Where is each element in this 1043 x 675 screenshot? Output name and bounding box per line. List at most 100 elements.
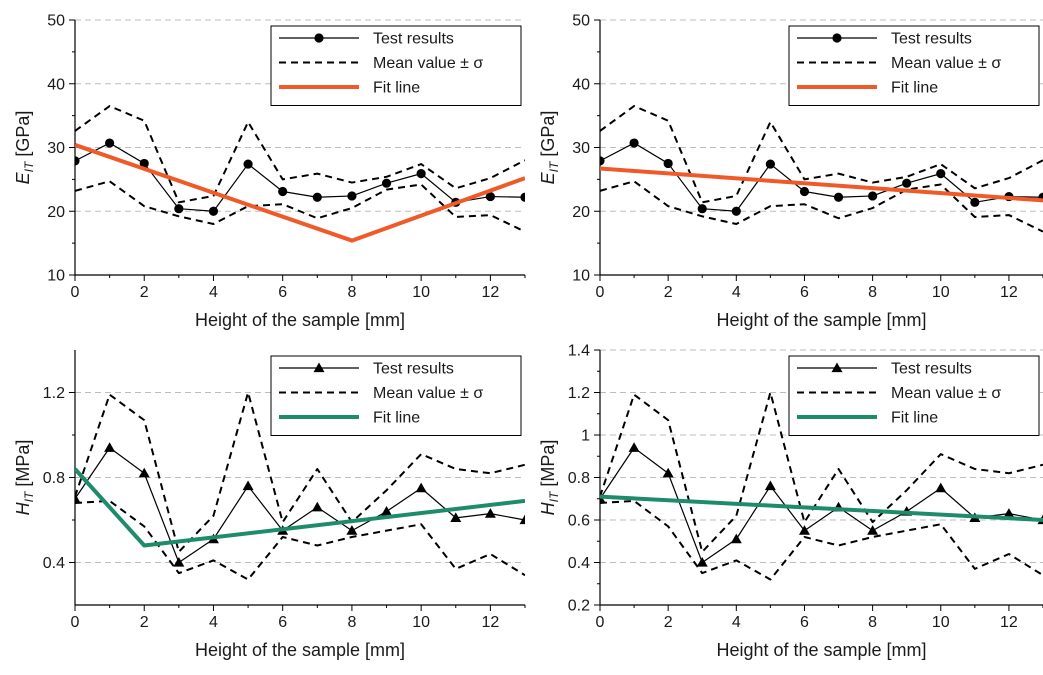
data-point	[629, 442, 640, 452]
x-tick-label: 10	[412, 284, 430, 301]
legend-label: Mean value ± σ	[891, 385, 1001, 402]
x-tick-label: 6	[800, 614, 809, 631]
x-tick-label: 12	[1000, 284, 1018, 301]
plot-area	[70, 106, 529, 241]
data-point	[520, 193, 529, 202]
data-point	[382, 179, 391, 188]
data-point	[417, 169, 426, 178]
x-axis-label: Height of the sample [mm]	[716, 310, 926, 330]
data-point	[347, 191, 356, 200]
x-tick-label: 12	[481, 614, 499, 631]
y-tick-label: 30	[572, 140, 590, 157]
x-tick-label: 2	[140, 284, 149, 301]
data-point	[732, 207, 741, 216]
y-axis-label: EIT [GPa]	[13, 111, 36, 185]
data-point	[104, 442, 115, 452]
data-point	[416, 483, 427, 493]
data-point	[243, 481, 254, 491]
data-point	[70, 156, 79, 165]
x-axis-label: Height of the sample [mm]	[716, 640, 926, 660]
legend-label: Mean value ± σ	[373, 385, 483, 402]
x-tick-label: 8	[347, 284, 356, 301]
series-line-3	[600, 497, 1043, 520]
data-point	[381, 506, 392, 516]
y-axis-label: HIT [MPa]	[538, 440, 561, 516]
x-tick-label: 4	[732, 614, 741, 631]
data-point	[867, 525, 878, 535]
x-tick-label: 10	[932, 614, 950, 631]
chart-panel-4: 0 2 4 6 8 10 12 0.2 0.4 0.6 0.8 1 1.2 1.4 Height of th…	[538, 343, 1043, 661]
x-tick-label: 0	[71, 284, 80, 301]
data-point	[697, 557, 708, 567]
data-point	[766, 159, 775, 168]
y-tick-label: 20	[572, 204, 590, 221]
x-tick-label: 12	[1000, 614, 1018, 631]
data-point	[902, 179, 911, 188]
data-point	[765, 481, 776, 491]
y-axis-unit: [MPa]	[13, 440, 33, 492]
y-axis-symbol: H	[538, 501, 558, 515]
y-tick-label: 0.8	[568, 470, 590, 487]
x-axis-label: Height of the sample [mm]	[195, 640, 405, 660]
y-tick-label: 50	[47, 13, 65, 30]
data-point	[595, 156, 604, 165]
x-tick-label: 8	[347, 614, 356, 631]
data-point	[173, 557, 184, 567]
legend-label: Fit line	[891, 410, 938, 427]
chart-panel-2: 0 2 4 6 8 10 12 10 20 30 40 50 Height of the sample …	[538, 13, 1043, 331]
y-tick-label: 40	[572, 76, 590, 93]
y-tick-label: 50	[572, 13, 590, 30]
data-point	[629, 138, 638, 147]
data-point	[313, 193, 322, 202]
legend-label: Test results	[891, 361, 972, 378]
x-tick-label: 4	[732, 284, 741, 301]
x-tick-label: 10	[412, 614, 430, 631]
data-point	[970, 198, 979, 207]
y-tick-label: 1.4	[568, 343, 590, 360]
data-point	[243, 159, 252, 168]
y-tick-label: 1	[581, 428, 590, 445]
y-tick-label: 10	[47, 268, 65, 285]
legend-marker	[832, 33, 841, 42]
y-tick-label: 40	[47, 76, 65, 93]
x-tick-label: 8	[868, 284, 877, 301]
x-tick-label: 0	[596, 284, 605, 301]
y-tick-label: 0.4	[43, 555, 65, 572]
series-line-1	[75, 106, 525, 202]
x-tick-label: 2	[664, 284, 673, 301]
legend-label: Test results	[373, 361, 454, 378]
x-tick-label: 8	[868, 614, 877, 631]
series-line-2	[75, 501, 525, 580]
x-tick-label: 12	[481, 284, 499, 301]
series-line-3	[75, 469, 525, 546]
y-tick-label: 0.6	[568, 513, 590, 530]
legend-label: Fit line	[373, 410, 420, 427]
data-point	[105, 138, 114, 147]
legend-label: Fit line	[373, 80, 420, 97]
x-tick-label: 6	[800, 284, 809, 301]
data-point	[278, 187, 287, 196]
data-point	[139, 468, 150, 478]
x-tick-label: 0	[596, 614, 605, 631]
data-point	[936, 169, 945, 178]
data-point	[731, 534, 742, 544]
data-point	[485, 508, 496, 518]
series-line-3	[600, 169, 1043, 201]
x-tick-label: 0	[71, 614, 80, 631]
y-tick-label: 0.8	[43, 470, 65, 487]
x-tick-label: 6	[278, 614, 287, 631]
x-tick-label: 6	[278, 284, 287, 301]
y-tick-label: 0.4	[568, 555, 590, 572]
y-tick-label: 10	[572, 268, 590, 285]
legend-label: Mean value ± σ	[891, 55, 1001, 72]
x-tick-label: 10	[932, 284, 950, 301]
y-tick-label: 0.2	[568, 598, 590, 615]
y-tick-label: 1.2	[568, 385, 590, 402]
legend-label: Mean value ± σ	[373, 55, 483, 72]
x-tick-label: 2	[664, 614, 673, 631]
x-tick-label: 2	[140, 614, 149, 631]
